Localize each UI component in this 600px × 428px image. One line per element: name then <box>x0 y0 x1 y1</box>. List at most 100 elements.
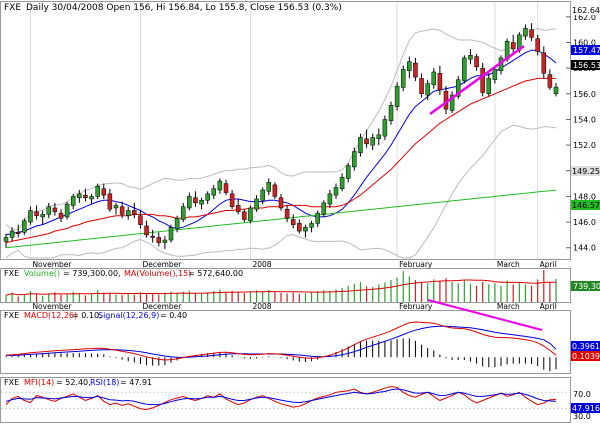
tag-close: 156.53 <box>573 61 600 70</box>
candle-body <box>58 212 64 219</box>
candle-body <box>455 79 461 97</box>
candle-body <box>138 215 143 225</box>
month-label-volume: February <box>399 302 433 311</box>
candle-body <box>388 105 394 121</box>
candle-body <box>187 196 192 209</box>
price-tick-label: 146.0 <box>573 218 596 227</box>
candle-body <box>437 73 443 91</box>
lower-band-line <box>5 124 557 259</box>
candle-body <box>535 38 540 52</box>
tag-ma-mid-bg <box>571 166 600 176</box>
mfi-value: = 52.40, <box>56 378 91 387</box>
candle-body <box>101 188 107 196</box>
tag-volume: 739,300 <box>573 282 600 291</box>
volume-ma-value: = 572,640.00 <box>188 269 243 278</box>
candle-body <box>297 223 302 232</box>
tag-ma-mid: 149.252 <box>572 167 600 176</box>
candle-body <box>425 83 430 96</box>
candle-body <box>284 209 290 219</box>
candle-body <box>162 239 168 243</box>
candle-body <box>345 165 351 179</box>
candle-body <box>327 193 333 205</box>
candle-body <box>248 207 253 222</box>
candle-body <box>52 207 58 213</box>
macd-trendline <box>427 299 543 331</box>
candlesticks <box>3 23 559 250</box>
candle-body <box>22 220 27 233</box>
tag-top-bg <box>571 5 600 15</box>
candle-body <box>144 225 149 236</box>
rsi-label: RSI(18) <box>90 378 119 387</box>
candle-body <box>376 134 382 139</box>
month-label-volume: December <box>142 302 182 311</box>
candle-body <box>107 193 113 210</box>
candle-body <box>95 185 100 197</box>
candle-body <box>28 210 33 223</box>
candle-body <box>211 188 217 196</box>
candle-body <box>333 187 339 196</box>
candle-body <box>113 205 119 209</box>
month-label-volume: November <box>32 302 72 311</box>
candle-body <box>223 183 229 193</box>
macd-label: MACD(12,26) <box>24 311 77 320</box>
candle-body <box>480 67 485 93</box>
candle-body <box>180 206 186 220</box>
candle-body <box>272 184 278 197</box>
candle-body <box>290 219 296 225</box>
tag-ma-long: 146.578 <box>572 201 600 210</box>
volume-panel-frame <box>0 268 571 303</box>
candle-body <box>468 55 473 60</box>
candle-body <box>339 176 345 189</box>
tag-macd: 0.103951 <box>572 352 600 361</box>
candle-body <box>413 62 418 78</box>
month-label-price: December <box>142 260 182 269</box>
candle-body <box>321 202 327 215</box>
candle-body <box>449 94 455 111</box>
macd-panel-frame <box>0 310 571 374</box>
price-tick-label: 144.0 <box>573 244 596 253</box>
candle-body <box>523 28 528 37</box>
price-tick-label: 162.0 <box>573 13 596 22</box>
candle-body <box>486 78 492 95</box>
month-label-volume: April <box>540 302 557 311</box>
rsi-symbol: FXE <box>4 378 19 387</box>
candle-body <box>3 237 9 242</box>
month-label-price: February <box>399 260 433 269</box>
rsi-tick-30: 30.0 <box>573 412 591 421</box>
rsi-value: = 47.91 <box>120 378 152 387</box>
rsi-tick-70: 70.0 <box>573 390 591 399</box>
price-tick-label: 156.0 <box>573 90 596 99</box>
price-panel-frame <box>0 1 571 260</box>
month-label-price: 2008 <box>252 260 271 269</box>
candle-body <box>382 119 388 137</box>
tag-macd-bg <box>571 351 600 361</box>
volume-ma-label: MA(Volume(),15) <box>124 269 191 278</box>
candle-body <box>132 210 137 215</box>
candle-body <box>266 182 272 192</box>
x-axis-labels: November November December December 2008 2008… <box>32 260 556 311</box>
rsi-lines <box>1 386 570 411</box>
tag-close-bg <box>571 60 600 70</box>
candle-body <box>309 223 314 228</box>
candle-body <box>15 232 21 234</box>
ma-long-line <box>5 189 557 249</box>
tag-signal-bg <box>571 341 600 351</box>
candle-body <box>119 206 125 215</box>
candle-body <box>77 193 82 198</box>
price-trendline <box>429 44 525 116</box>
mfi-label: MFI(14) <box>24 378 54 387</box>
volume-symbol: FXE <box>4 269 19 278</box>
macd-symbol: FXE <box>4 311 19 320</box>
candle-body <box>89 196 94 200</box>
macd-lines <box>5 321 557 372</box>
candle-body <box>235 205 241 213</box>
rsi-panel-frame <box>0 377 571 423</box>
candle-body <box>358 137 363 154</box>
signal-label: Signal(12,26,9) <box>98 311 159 320</box>
candle-body <box>510 42 516 50</box>
candle-body <box>431 71 437 86</box>
price-tick-label: 154.0 <box>573 115 596 124</box>
candle-body <box>352 151 357 168</box>
volume-bars <box>5 270 557 302</box>
